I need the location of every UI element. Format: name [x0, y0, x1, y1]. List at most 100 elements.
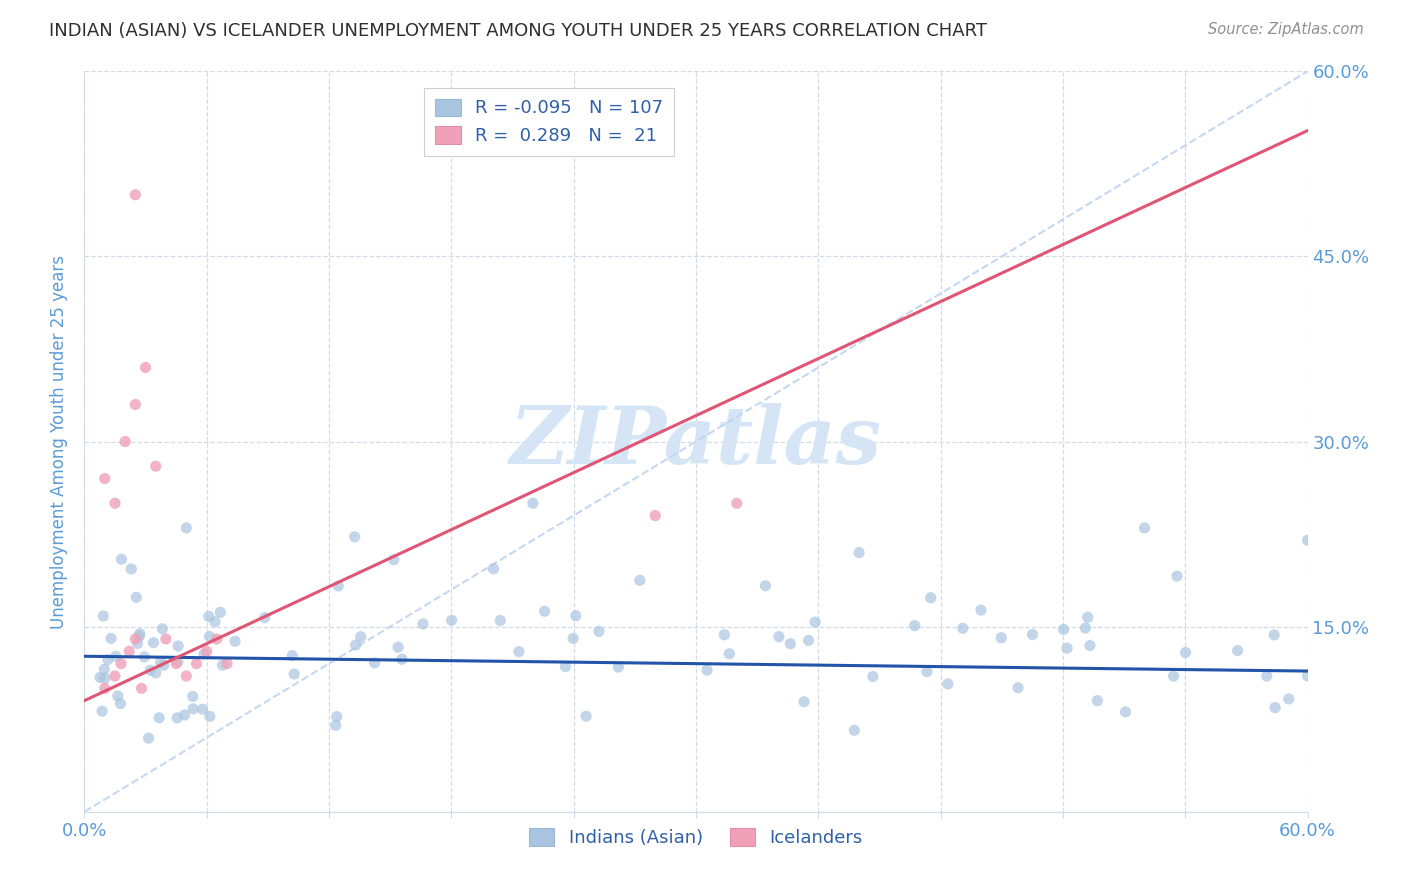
Text: Source: ZipAtlas.com: Source: ZipAtlas.com	[1208, 22, 1364, 37]
Point	[173, 708, 195, 723]
Point	[89, 670, 111, 684]
Point	[325, 718, 347, 732]
Point	[205, 632, 228, 646]
Point	[150, 622, 173, 636]
Point	[522, 496, 544, 510]
Point	[93, 662, 115, 676]
Point	[142, 635, 165, 649]
Point	[1166, 569, 1188, 583]
Point	[779, 637, 801, 651]
Point	[1256, 669, 1278, 683]
Point	[110, 697, 132, 711]
Point	[713, 628, 735, 642]
Point	[1052, 623, 1074, 637]
Point	[412, 616, 434, 631]
Point	[139, 663, 162, 677]
Point	[135, 360, 157, 375]
Point	[952, 621, 974, 635]
Point	[696, 663, 718, 677]
Point	[797, 633, 820, 648]
Point	[718, 647, 741, 661]
Point	[281, 648, 304, 663]
Point	[328, 579, 350, 593]
Point	[107, 689, 129, 703]
Point	[283, 667, 305, 681]
Point	[607, 660, 630, 674]
Point	[93, 471, 115, 485]
Point	[508, 645, 530, 659]
Point	[628, 574, 651, 588]
Point	[1074, 621, 1097, 635]
Point	[174, 669, 197, 683]
Point	[1264, 700, 1286, 714]
Point	[970, 603, 993, 617]
Point	[110, 657, 132, 671]
Point	[127, 636, 149, 650]
Point	[124, 632, 146, 646]
Point	[104, 496, 127, 510]
Point	[148, 711, 170, 725]
Point	[1163, 669, 1185, 683]
Point	[138, 731, 160, 746]
Point	[533, 604, 555, 618]
Point	[1278, 691, 1301, 706]
Point	[131, 681, 153, 696]
Point	[848, 546, 870, 560]
Point	[193, 647, 215, 661]
Point	[344, 638, 367, 652]
Point	[211, 658, 233, 673]
Point	[125, 591, 148, 605]
Point	[91, 704, 114, 718]
Point	[155, 632, 177, 646]
Point	[489, 614, 512, 628]
Point	[118, 644, 141, 658]
Point	[149, 655, 172, 669]
Point	[100, 632, 122, 646]
Point	[198, 630, 221, 644]
Point	[134, 649, 156, 664]
Point	[1296, 533, 1319, 548]
Point	[145, 459, 167, 474]
Point	[128, 629, 150, 643]
Point	[1056, 641, 1078, 656]
Text: INDIAN (ASIAN) VS ICELANDER UNEMPLOYMENT AMONG YOUTH UNDER 25 YEARS CORRELATION : INDIAN (ASIAN) VS ICELANDER UNEMPLOYMENT…	[49, 22, 987, 40]
Point	[1007, 681, 1029, 695]
Point	[186, 657, 208, 671]
Point	[91, 609, 114, 624]
Point	[1263, 628, 1285, 642]
Point	[1174, 645, 1197, 659]
Point	[793, 695, 815, 709]
Point	[253, 610, 276, 624]
Point	[1296, 669, 1319, 683]
Point	[565, 608, 588, 623]
Point	[174, 521, 197, 535]
Point	[1133, 521, 1156, 535]
Point	[110, 552, 132, 566]
Point	[588, 624, 610, 639]
Point	[1115, 705, 1137, 719]
Point	[1085, 693, 1108, 707]
Point	[124, 187, 146, 202]
Point	[1078, 639, 1101, 653]
Point	[554, 659, 576, 673]
Point	[94, 672, 117, 686]
Point	[181, 702, 204, 716]
Point	[145, 665, 167, 680]
Point	[197, 609, 219, 624]
Point	[217, 657, 239, 671]
Point	[768, 630, 790, 644]
Point	[725, 496, 748, 510]
Point	[104, 649, 127, 664]
Point	[391, 652, 413, 666]
Point	[195, 644, 218, 658]
Point	[124, 398, 146, 412]
Point	[167, 655, 190, 669]
Point	[915, 665, 938, 679]
Point	[1226, 643, 1249, 657]
Point	[804, 615, 827, 629]
Point	[167, 639, 190, 653]
Point	[97, 652, 120, 666]
Legend: Indians (Asian), Icelanders: Indians (Asian), Icelanders	[522, 822, 870, 855]
Point	[165, 657, 187, 671]
Point	[644, 508, 666, 523]
